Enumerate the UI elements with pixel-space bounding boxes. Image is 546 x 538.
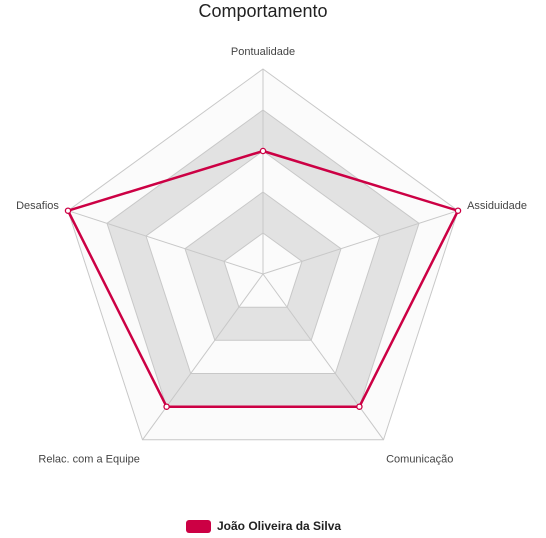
series-line xyxy=(66,149,460,408)
radar-spoke xyxy=(142,273,264,441)
radar-spokes xyxy=(67,69,459,441)
radar-spoke xyxy=(262,210,459,275)
radar-spoke xyxy=(262,273,384,441)
axis-label: Comunicação xyxy=(386,453,453,465)
radar-spoke xyxy=(67,210,264,275)
chart-title: Comportamento xyxy=(198,1,328,21)
data-point[interactable] xyxy=(454,207,462,214)
axis-label: Pontualidade xyxy=(231,46,295,58)
legend-swatch xyxy=(186,519,211,533)
data-point[interactable] xyxy=(259,147,267,155)
axis-label: Desafios xyxy=(16,200,59,212)
radar-axis-labels: Pontualidade Assiduidade Comunicação Relac.… xyxy=(16,46,527,465)
data-point[interactable] xyxy=(356,403,363,410)
data-point[interactable] xyxy=(163,403,170,410)
axis-label: Assiduidade xyxy=(467,200,527,212)
axis-label: Relac. com a Equipe xyxy=(38,453,140,465)
legend[interactable]: João Oliveira da Silva xyxy=(186,517,341,535)
radar-series xyxy=(64,147,462,410)
data-point[interactable] xyxy=(64,207,72,214)
legend-label: João Oliveira da Silva xyxy=(217,519,342,533)
